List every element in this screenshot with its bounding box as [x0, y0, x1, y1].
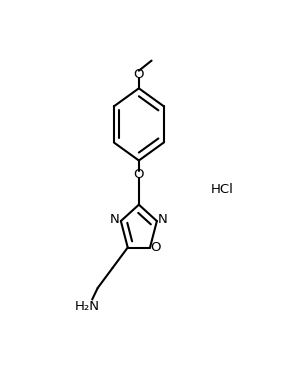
Text: O: O — [134, 168, 144, 181]
Text: N: N — [110, 213, 119, 226]
Text: H₂N: H₂N — [74, 300, 99, 313]
Text: O: O — [150, 241, 161, 254]
Text: O: O — [134, 68, 144, 81]
Text: HCl: HCl — [211, 183, 233, 196]
Text: N: N — [158, 213, 168, 226]
